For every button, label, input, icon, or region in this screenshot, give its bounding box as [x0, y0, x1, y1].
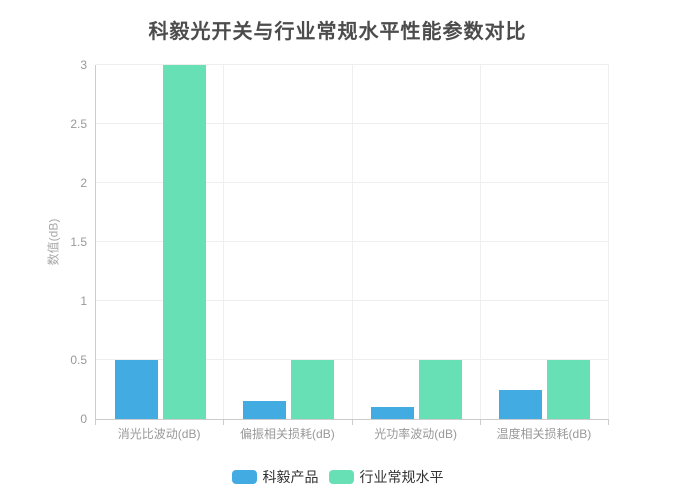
bar-series-1[interactable]	[162, 65, 206, 419]
bar-group	[481, 65, 609, 419]
y-axis-tick-label: 1	[80, 294, 87, 308]
bar-series-0[interactable]	[242, 401, 286, 419]
legend: 科毅产品 行业常规水平	[0, 467, 675, 487]
gridline-vertical	[223, 65, 225, 419]
legend-marker-icon	[231, 470, 257, 484]
gridline-horizontal	[96, 182, 609, 183]
x-category-label: 偏振相关损耗(dB)	[240, 427, 335, 441]
legend-label: 行业常规水平	[359, 469, 444, 485]
x-axis-tick	[608, 420, 609, 425]
x-axis-tick	[95, 420, 96, 425]
gridline-vertical	[479, 65, 481, 419]
y-axis-labels: 0 0.5 1 1.5 2 2.5 3	[0, 58, 87, 426]
y-axis-tick-label: 0.5	[70, 353, 87, 367]
y-axis-tick-label: 2.5	[70, 117, 87, 131]
bar-series-0[interactable]	[114, 360, 158, 419]
legend-label: 科毅产品	[262, 469, 319, 485]
gridline-horizontal	[96, 64, 609, 65]
y-axis-tick-label: 0	[80, 412, 87, 426]
gridline-horizontal	[96, 123, 609, 124]
x-category-label: 消光比波动(dB)	[117, 427, 201, 441]
legend-marker-icon	[328, 470, 354, 484]
x-axis-labels: 消光比波动(dB) 偏振相关损耗(dB) 光功率波动(dB) 温度相关损耗(dB)	[95, 425, 608, 442]
x-category-label: 温度相关损耗(dB)	[496, 427, 592, 441]
plot-area	[95, 64, 609, 420]
x-category-label: 光功率波动(dB)	[374, 427, 457, 441]
x-axis-tick	[351, 420, 353, 425]
gridline-horizontal	[96, 300, 609, 301]
y-axis-tick-label: 2	[80, 176, 87, 190]
legend-item-0[interactable]: 科毅产品	[231, 467, 319, 487]
bar-series-1[interactable]	[290, 360, 334, 419]
y-axis-tick-label: 1.5	[70, 235, 87, 249]
bar-series-0[interactable]	[499, 389, 543, 419]
y-axis-tick-label: 3	[80, 58, 87, 72]
bar-group	[224, 65, 352, 419]
x-axis-tick	[223, 420, 225, 425]
bar-series-0[interactable]	[371, 407, 415, 419]
gridline-horizontal	[96, 359, 609, 360]
gridline-vertical	[351, 65, 353, 419]
bar-series-1[interactable]	[419, 360, 463, 419]
gridline-horizontal	[96, 241, 609, 242]
x-axis-tick	[479, 420, 481, 425]
gridline-vertical	[608, 65, 609, 419]
chart-title: 科毅光开关与行业常规水平性能参数对比	[148, 21, 527, 43]
legend-item-1[interactable]: 行业常规水平	[328, 467, 444, 487]
bar-series-1[interactable]	[547, 360, 591, 419]
bar-group	[96, 65, 224, 419]
bar-group	[353, 65, 481, 419]
